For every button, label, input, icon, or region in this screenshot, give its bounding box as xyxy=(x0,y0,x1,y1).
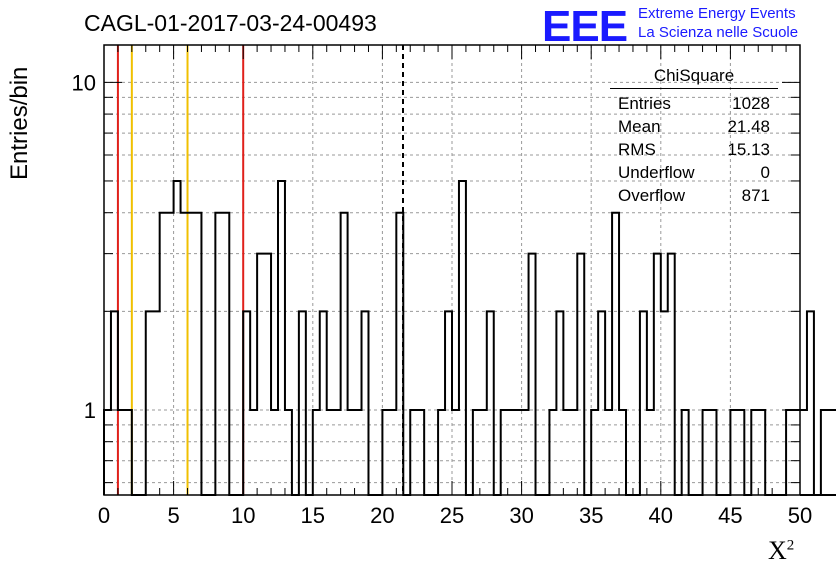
x-tick-label: 45 xyxy=(718,503,742,528)
stats-label: Underflow xyxy=(618,163,695,182)
x-tick-label: 10 xyxy=(231,503,255,528)
x-tick-label: 15 xyxy=(301,503,325,528)
y-tick-label: 1 xyxy=(84,398,96,423)
stats-value: 871 xyxy=(741,186,770,205)
chart-title: CAGL-01-2017-03-24-00493 xyxy=(84,10,377,36)
x-axis-label-text: X xyxy=(768,536,787,565)
x-tick-label: 0 xyxy=(98,503,110,528)
logo-caption-line1: Extreme Energy Events xyxy=(638,5,796,22)
stats-value: 0 xyxy=(760,163,770,182)
stats-title: ChiSquare xyxy=(610,66,778,89)
y-axis-label: Entries/bin xyxy=(6,66,33,180)
stats-value: 21.48 xyxy=(727,117,770,136)
stats-label: Overflow xyxy=(618,186,686,205)
stats-row: RMS 15.13 xyxy=(610,138,778,161)
y-tick-label: 10 xyxy=(72,70,96,95)
stats-row: Underflow 0 xyxy=(610,161,778,184)
stats-row: Entries 1028 xyxy=(610,92,778,115)
logo-caption: Extreme Energy Events La Scienza nelle S… xyxy=(638,4,798,42)
stats-row: Overflow 871 xyxy=(610,184,778,207)
x-tick-label: 50 xyxy=(788,503,812,528)
stats-value: 1028 xyxy=(732,94,770,113)
stats-label: RMS xyxy=(618,140,656,159)
logo-caption-line2: La Scienza nelle Scuole xyxy=(638,24,799,41)
x-axis-label: X2 xyxy=(768,536,794,566)
stats-label: Mean xyxy=(618,117,661,136)
x-tick-label: 20 xyxy=(370,503,394,528)
x-tick-label: 40 xyxy=(649,503,673,528)
reference-lines xyxy=(116,45,405,495)
x-tick-label: 30 xyxy=(509,503,533,528)
stats-label: Entries xyxy=(618,94,671,113)
x-axis-label-sup: 2 xyxy=(786,537,795,554)
x-tick-label: 25 xyxy=(440,503,464,528)
histogram-step-line xyxy=(103,179,836,496)
axis-ticks: 1 10 0 5 10 15 20 25 30 35 40 45 50 xyxy=(72,45,812,528)
x-tick-label: 35 xyxy=(579,503,603,528)
x-tick-label: 5 xyxy=(167,503,179,528)
stats-row: Mean 21.48 xyxy=(610,115,778,138)
stats-value: 15.13 xyxy=(727,140,770,159)
eee-logo: EEE xyxy=(542,2,628,51)
stats-box: ChiSquare Entries 1028 Mean 21.48 RMS 15.13… xyxy=(610,66,778,207)
